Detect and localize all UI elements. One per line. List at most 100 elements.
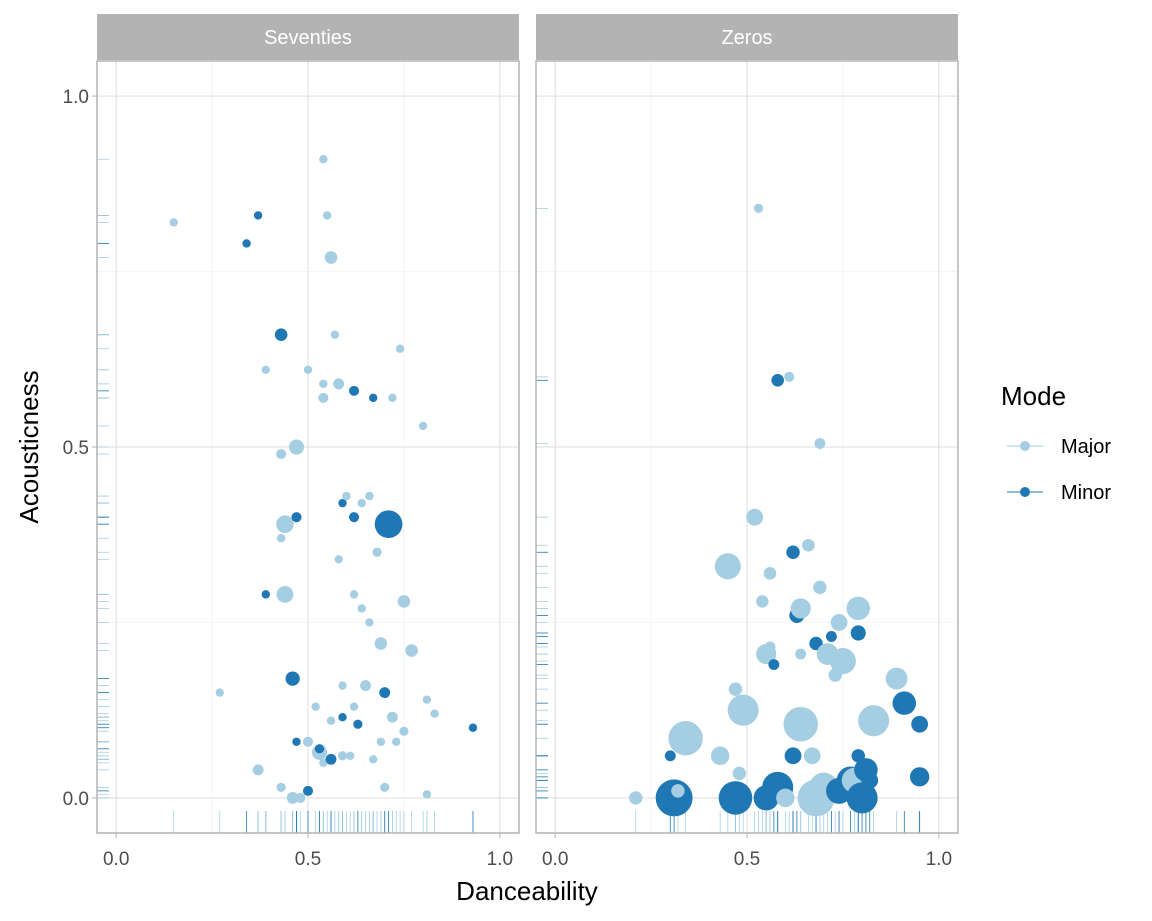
facet-strip (97, 14, 519, 60)
data-point-major (342, 491, 351, 501)
data-point-major (813, 580, 827, 595)
data-point-major (746, 508, 764, 526)
data-point-major (346, 751, 355, 760)
data-point-major (324, 251, 338, 264)
data-point-major (392, 737, 401, 746)
data-point-major (365, 491, 374, 501)
legend: Mode Major Minor (1001, 381, 1111, 504)
legend-item-major: Major (1007, 436, 1111, 458)
data-point-major (776, 788, 795, 808)
data-point-major (338, 681, 347, 690)
data-point-minor (274, 328, 288, 342)
x-tick-label: 0.5 (734, 849, 760, 870)
data-point-major (372, 547, 382, 557)
data-point-major (349, 590, 359, 599)
data-point-minor (861, 771, 879, 789)
points (629, 203, 930, 817)
data-point-major (714, 553, 741, 580)
data-point-major (858, 705, 890, 737)
data-point-major (288, 439, 305, 455)
data-point-major (814, 438, 826, 449)
legend-label-minor: Minor (1061, 482, 1111, 504)
data-point-major (302, 736, 314, 747)
data-point-minor (348, 385, 360, 396)
data-point-minor (291, 512, 302, 523)
data-point-major (753, 203, 764, 214)
data-point-major (388, 393, 397, 403)
y-tick-label: 1.0 (63, 87, 89, 108)
data-point-major (276, 782, 286, 793)
data-point-major (286, 792, 299, 804)
data-point-major (728, 682, 743, 696)
data-point-major (397, 595, 411, 608)
facet-panel-0: Seventies 0.0 0.5 1.0 0.0 0.5 1.0 (63, 14, 520, 870)
data-point-minor (325, 753, 337, 765)
data-point-minor (338, 498, 347, 508)
data-point-major (764, 641, 776, 653)
data-point-major (215, 688, 224, 697)
facet-strip-label: Seventies (264, 27, 352, 49)
data-point-major (732, 766, 747, 781)
x-tick-label: 1.0 (926, 849, 952, 870)
data-point-major (357, 498, 366, 508)
data-point-minor (468, 723, 478, 732)
data-point-major (319, 758, 328, 768)
data-point-minor (768, 659, 780, 671)
data-point-major (357, 604, 366, 613)
data-point-major (319, 155, 328, 164)
data-point-major (333, 378, 345, 390)
x-axis-title: Danceability (456, 876, 598, 906)
points (169, 155, 478, 804)
data-point-major (365, 618, 374, 627)
data-point-major (783, 706, 818, 742)
data-point-minor (374, 510, 403, 539)
y-tick-label: 0.5 (63, 438, 89, 459)
data-point-major (334, 555, 343, 564)
data-point-major (374, 637, 388, 650)
data-point-major (418, 421, 428, 431)
facet-panel-1: Zeros 0.0 0.5 1.0 (535, 14, 959, 870)
data-point-major (337, 751, 348, 761)
data-point-major (430, 709, 439, 718)
data-point-major (727, 694, 759, 726)
data-point-major (830, 614, 848, 631)
data-point-major (829, 648, 856, 675)
data-point-major (784, 371, 795, 382)
data-point-major (386, 711, 398, 723)
data-point-major (319, 379, 328, 389)
data-point-major (169, 218, 178, 227)
data-point-major (763, 567, 777, 580)
data-point-minor (353, 719, 363, 729)
data-point-minor (292, 737, 301, 746)
legend-label-major: Major (1061, 436, 1111, 458)
data-point-major (710, 746, 730, 766)
data-point-major (349, 702, 359, 711)
x-tick-label: 0.0 (542, 849, 568, 870)
data-point-minor (261, 590, 270, 599)
data-point-major (629, 791, 643, 805)
data-point-major (795, 648, 807, 660)
data-point-minor (338, 713, 347, 722)
legend-key-major (1020, 441, 1030, 451)
data-point-major (399, 726, 409, 736)
data-point-minor (786, 545, 800, 559)
data-point-major (369, 755, 378, 764)
data-point-minor (242, 239, 251, 248)
y-tick-label: 0.0 (63, 789, 89, 810)
rug (97, 158, 474, 833)
data-point-major (311, 702, 320, 711)
legend-key-minor (1020, 487, 1030, 497)
x-tick-label: 0.5 (295, 849, 321, 870)
data-point-major (261, 365, 270, 374)
data-point-major (318, 392, 329, 403)
data-point-major (422, 695, 432, 704)
data-point-major (790, 598, 811, 619)
data-point-minor (825, 631, 837, 642)
data-point-major (330, 330, 340, 339)
data-point-major (380, 782, 390, 793)
data-point-minor (846, 782, 878, 814)
data-point-minor (285, 671, 300, 686)
data-point-major (326, 716, 336, 725)
data-point-major (276, 534, 286, 543)
